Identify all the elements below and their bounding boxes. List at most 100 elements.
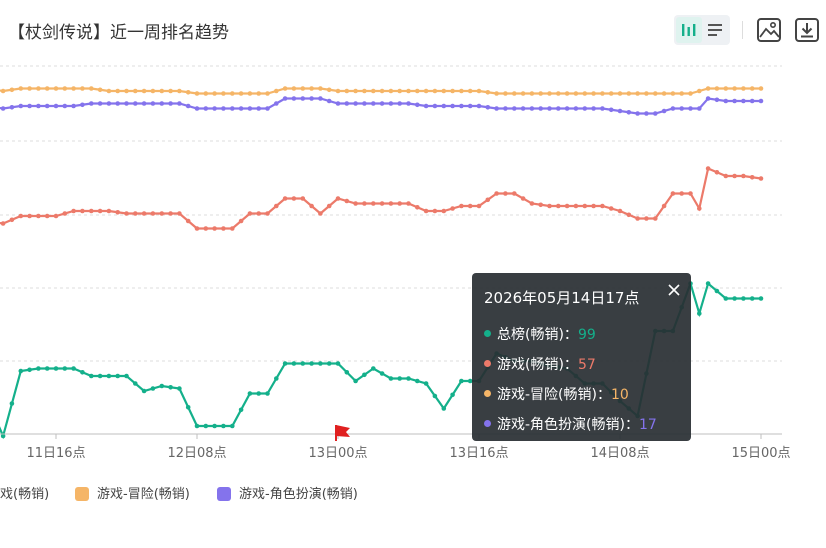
download-button[interactable] — [792, 15, 822, 45]
data-point[interactable] — [644, 216, 649, 221]
data-point[interactable] — [106, 101, 112, 106]
data-point[interactable] — [80, 208, 85, 214]
data-point[interactable] — [723, 86, 729, 91]
data-point[interactable] — [274, 203, 279, 209]
data-point[interactable] — [503, 191, 508, 196]
data-point[interactable] — [608, 107, 614, 113]
data-point[interactable] — [697, 106, 702, 111]
data-point[interactable] — [177, 386, 182, 391]
data-point[interactable] — [124, 373, 129, 379]
data-point[interactable] — [670, 91, 676, 96]
data-point[interactable] — [141, 101, 147, 106]
data-point[interactable] — [335, 88, 341, 94]
data-point[interactable] — [476, 203, 482, 209]
data-point[interactable] — [44, 103, 50, 109]
data-point[interactable] — [238, 218, 244, 224]
data-point[interactable] — [9, 105, 15, 110]
data-point[interactable] — [80, 86, 85, 91]
data-point[interactable] — [564, 91, 570, 96]
data-point[interactable] — [406, 376, 411, 381]
data-point[interactable] — [723, 98, 729, 104]
data-point[interactable] — [653, 216, 658, 221]
data-point[interactable] — [573, 106, 579, 111]
data-point[interactable] — [432, 393, 438, 399]
data-point[interactable] — [203, 106, 209, 111]
data-point[interactable] — [238, 407, 244, 413]
data-point[interactable] — [741, 296, 746, 301]
data-point[interactable] — [44, 86, 50, 91]
data-point[interactable] — [230, 226, 235, 231]
data-point[interactable] — [18, 368, 24, 374]
data-point[interactable] — [573, 91, 579, 96]
data-point[interactable] — [194, 423, 200, 429]
data-point[interactable] — [512, 191, 517, 196]
data-point[interactable] — [494, 91, 499, 96]
data-point[interactable] — [415, 88, 420, 94]
data-point[interactable] — [318, 96, 323, 101]
data-point[interactable] — [335, 196, 341, 201]
data-point[interactable] — [221, 106, 226, 111]
data-point[interactable] — [309, 86, 314, 91]
data-point[interactable] — [124, 88, 129, 94]
data-point[interactable] — [362, 372, 367, 378]
data-point[interactable] — [150, 101, 156, 106]
data-point[interactable] — [406, 201, 411, 206]
data-point[interactable] — [27, 367, 32, 373]
data-point[interactable] — [741, 86, 746, 91]
data-point[interactable] — [371, 366, 376, 371]
data-point[interactable] — [71, 103, 76, 109]
data-point[interactable] — [221, 226, 226, 231]
data-point[interactable] — [529, 106, 535, 111]
data-point[interactable] — [723, 173, 729, 179]
data-point[interactable] — [397, 88, 403, 94]
data-point[interactable] — [238, 106, 244, 111]
data-point[interactable] — [415, 102, 420, 108]
data-point[interactable] — [44, 366, 50, 371]
data-point[interactable] — [741, 98, 746, 104]
data-point[interactable] — [467, 203, 473, 209]
data-point[interactable] — [732, 98, 737, 104]
data-point[interactable] — [168, 88, 173, 94]
data-point[interactable] — [459, 103, 464, 109]
data-point[interactable] — [467, 378, 473, 384]
data-point[interactable] — [362, 88, 367, 94]
list-view-button[interactable] — [702, 17, 728, 43]
data-point[interactable] — [617, 208, 623, 214]
data-point[interactable] — [573, 203, 579, 209]
data-point[interactable] — [71, 86, 76, 91]
data-point[interactable] — [432, 208, 438, 214]
data-point[interactable] — [670, 191, 676, 196]
data-point[interactable] — [626, 212, 632, 218]
data-point[interactable] — [62, 86, 68, 91]
data-point[interactable] — [159, 88, 165, 94]
data-point[interactable] — [309, 203, 314, 209]
data-point[interactable] — [467, 88, 473, 94]
data-point[interactable] — [679, 91, 684, 96]
data-point[interactable] — [27, 213, 32, 219]
data-point[interactable] — [758, 296, 764, 301]
data-point[interactable] — [679, 106, 684, 111]
data-point[interactable] — [556, 106, 561, 111]
data-point[interactable] — [344, 88, 350, 94]
data-point[interactable] — [379, 101, 385, 106]
data-point[interactable] — [106, 208, 112, 214]
data-point[interactable] — [503, 91, 508, 96]
data-point[interactable] — [476, 88, 482, 94]
data-point[interactable] — [591, 91, 596, 96]
data-point[interactable] — [705, 281, 711, 286]
data-point[interactable] — [520, 106, 526, 111]
data-point[interactable] — [494, 191, 499, 196]
data-point[interactable] — [494, 106, 499, 111]
data-point[interactable] — [441, 406, 447, 411]
data-point[interactable] — [27, 86, 32, 91]
data-point[interactable] — [459, 378, 464, 384]
data-point[interactable] — [238, 91, 244, 96]
data-point[interactable] — [529, 91, 535, 96]
data-point[interactable] — [36, 366, 41, 371]
data-point[interactable] — [670, 106, 676, 111]
data-point[interactable] — [230, 91, 235, 96]
data-point[interactable] — [53, 103, 59, 109]
data-point[interactable] — [282, 96, 288, 101]
data-point[interactable] — [133, 101, 138, 106]
data-point[interactable] — [353, 201, 358, 206]
